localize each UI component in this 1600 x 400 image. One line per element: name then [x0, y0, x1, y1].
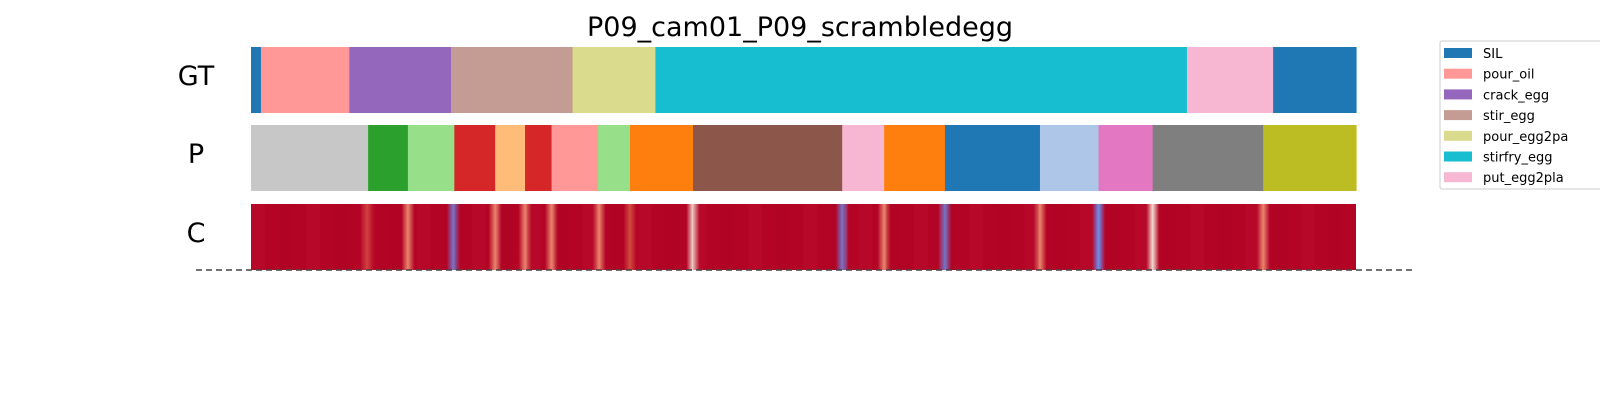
confidence-band — [499, 204, 514, 270]
confidence-band — [527, 204, 542, 270]
confidence-band — [886, 204, 901, 270]
row-label-p: P — [187, 139, 205, 170]
chart-title: P09_cam01_P09_scrambledegg — [587, 12, 1013, 43]
confidence-band — [1190, 204, 1205, 270]
segment-p-1 — [368, 125, 409, 191]
row-label-c: C — [186, 218, 206, 249]
segment-p-0 — [251, 125, 369, 191]
rows-layer — [251, 47, 1357, 270]
segment-p-9 — [693, 125, 843, 191]
segment-p-13 — [1039, 125, 1100, 191]
segment-p-5 — [525, 125, 553, 191]
row-p — [251, 125, 1357, 191]
legend-label: stir_egg — [1483, 109, 1535, 124]
segment-gt-2 — [349, 47, 452, 113]
legend-swatch — [1444, 110, 1472, 121]
segment-p-4 — [495, 125, 526, 191]
row-label-gt: GT — [177, 61, 215, 92]
confidence-band — [1273, 204, 1287, 270]
legend-label: SIL — [1483, 47, 1503, 62]
confidence-band — [996, 204, 1011, 270]
confidence-band — [969, 204, 984, 270]
confidence-band — [637, 204, 652, 270]
segment-gt-1 — [260, 47, 350, 113]
confidence-band — [665, 204, 680, 270]
legend-swatch — [1444, 68, 1472, 79]
confidence-band — [361, 204, 376, 270]
legend-label: crack_egg — [1483, 88, 1549, 103]
confidence-band — [306, 204, 321, 270]
confidence-band — [748, 204, 763, 270]
confidence-band — [914, 204, 928, 270]
segment-p-16 — [1263, 125, 1357, 191]
confidence-band — [1162, 204, 1177, 270]
confidence-band — [554, 204, 569, 270]
confidence-band — [1079, 204, 1094, 270]
legend-swatch — [1444, 48, 1472, 58]
confidence-band — [1135, 204, 1149, 270]
confidence-band — [1245, 204, 1260, 270]
row-c — [251, 204, 1356, 270]
segment-p-2 — [407, 125, 455, 191]
confidence-band — [610, 204, 624, 270]
legend-label: stirfry_egg — [1483, 151, 1552, 166]
confidence-band — [1107, 204, 1122, 270]
segment-p-12 — [944, 125, 1041, 191]
segment-gt-5 — [655, 47, 1188, 113]
segment-p-3 — [454, 125, 496, 191]
row-gt — [251, 47, 1357, 113]
confidence-band — [831, 204, 845, 270]
confidence-band — [582, 204, 597, 270]
legend-label: put_egg2pla — [1483, 171, 1564, 186]
legend-swatch — [1444, 89, 1472, 100]
confidence-band — [858, 204, 873, 270]
segment-gt-3 — [451, 47, 574, 113]
segment-p-10 — [842, 125, 885, 191]
legend-swatch — [1444, 151, 1472, 162]
confidence-band — [278, 204, 293, 270]
confidence-band — [472, 204, 486, 270]
confidence-band — [1217, 204, 1232, 270]
confidence-band — [941, 204, 956, 270]
confidence-band — [333, 204, 348, 270]
segment-p-15 — [1152, 125, 1264, 191]
confidence-band — [720, 204, 735, 270]
confidence-band — [251, 204, 265, 270]
segment-p-8 — [630, 125, 694, 191]
confidence-band — [1300, 204, 1315, 270]
confidence-band — [803, 204, 818, 270]
segment-p-11 — [884, 125, 946, 191]
segment-p-6 — [551, 125, 599, 191]
confidence-strip — [251, 204, 1356, 270]
segment-p-14 — [1098, 125, 1154, 191]
legend-box — [1439, 40, 1600, 190]
segment-gt-6 — [1186, 47, 1274, 113]
legend-label: pour_oil — [1483, 68, 1534, 83]
legend: SIL pour_oil crack_egg stir_egg pour_egg2pas… — [1439, 40, 1600, 190]
confidence-band — [416, 204, 431, 270]
confidence-band — [1052, 204, 1066, 270]
confidence-band — [1328, 204, 1343, 270]
confidence-band — [389, 204, 403, 270]
legend-label: pour_egg2pa — [1483, 130, 1568, 145]
segment-gt-4 — [572, 47, 657, 113]
confidence-band — [444, 204, 459, 270]
legend-swatch — [1444, 172, 1472, 183]
confidence-band — [1024, 204, 1039, 270]
confidence-band — [693, 204, 707, 270]
segment-gt-0 — [251, 47, 262, 113]
legend-swatch — [1444, 130, 1472, 141]
confidence-band — [775, 204, 790, 270]
segment-p-7 — [597, 125, 631, 191]
segment-gt-7 — [1273, 47, 1357, 113]
